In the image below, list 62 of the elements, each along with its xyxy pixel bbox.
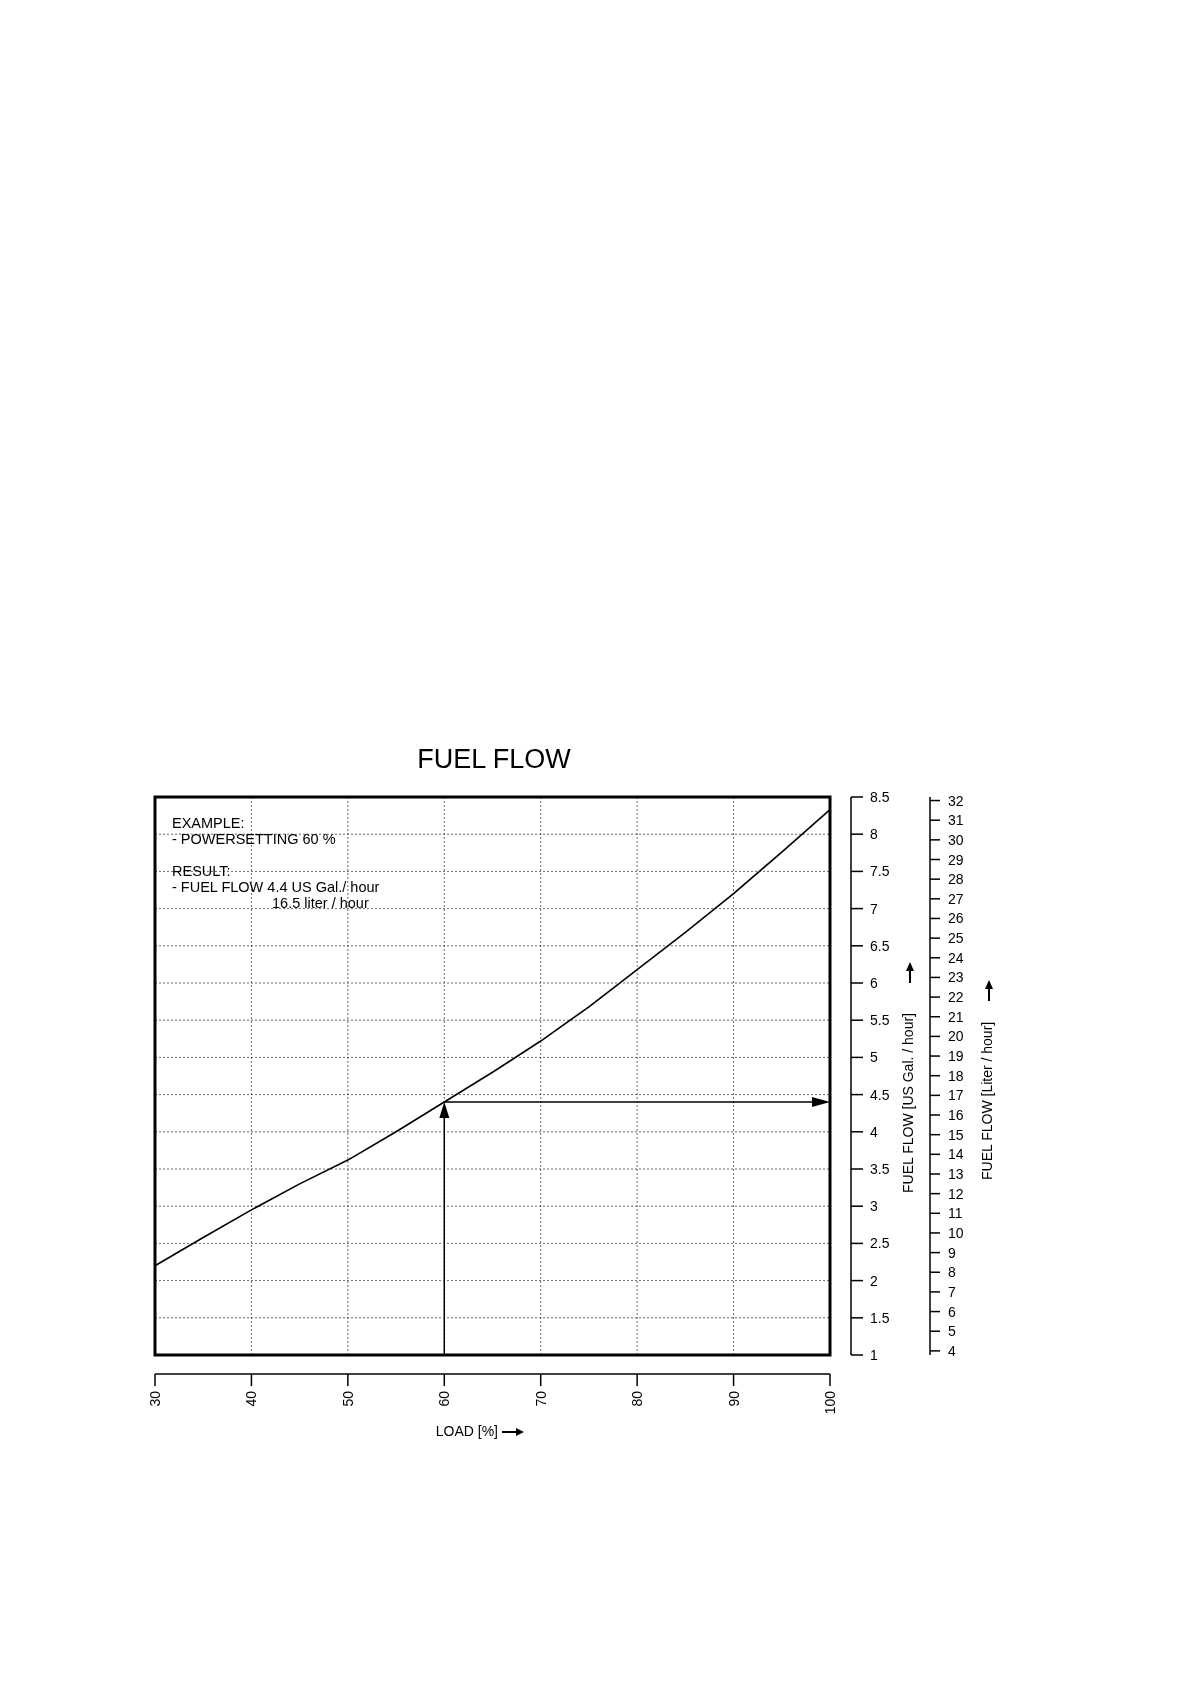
y2-tick-label: 9	[948, 1244, 956, 1261]
x-tick-label: 60	[436, 1390, 453, 1407]
y2-tick-label: 19	[948, 1048, 964, 1065]
y-tick-label: 2.5	[870, 1235, 890, 1252]
y2-tick-label: 30	[948, 831, 964, 848]
y-tick-label: 4.5	[870, 1086, 890, 1103]
y2-tick-label: 10	[948, 1224, 964, 1241]
y-tick-label: 8.5	[870, 789, 890, 805]
x-tick-label: 100	[822, 1390, 838, 1415]
y-tick-label: 6.5	[870, 937, 890, 954]
y-tick-label: 7.5	[870, 863, 890, 880]
y2-tick-label: 29	[948, 851, 964, 868]
y2-tick-label: 17	[948, 1087, 964, 1104]
x-tick-label: 90	[725, 1390, 742, 1407]
y2-tick-label: 28	[948, 871, 964, 888]
y-tick-label: 4	[870, 1123, 878, 1140]
y2-tick-label: 23	[948, 969, 964, 986]
y2-tick-label: 18	[948, 1067, 964, 1084]
y2-tick-label: 5	[948, 1323, 956, 1340]
y2-tick-label: 13	[948, 1165, 964, 1182]
y2-tick-label: 25	[948, 930, 964, 947]
x-tick-label: 80	[629, 1390, 646, 1407]
y2-tick-label: 16	[948, 1107, 964, 1124]
x-tick-label: 50	[339, 1390, 356, 1407]
x-tick-label: 70	[532, 1390, 549, 1407]
annotation: - FUEL FLOW 4.4 US Gal./ hour	[172, 879, 380, 895]
y-tick-label: 3.5	[870, 1161, 890, 1177]
y-tick-label: 1.5	[870, 1309, 890, 1326]
y-axis-title: FUEL FLOW [US Gal. / hour]	[900, 1013, 916, 1193]
chart-title: FUEL FLOW	[417, 744, 572, 774]
y-tick-label: 7	[870, 900, 878, 917]
y2-tick-label: 27	[948, 890, 964, 907]
y-tick-label: 6	[870, 975, 878, 991]
x-axis-title: LOAD [%]	[435, 1423, 498, 1439]
y2-tick-label: 21	[948, 1008, 964, 1025]
y-tick-label: 5.5	[870, 1012, 890, 1029]
y2-tick-label: 31	[948, 812, 964, 829]
annotation: - POWERSETTING 60 %	[172, 831, 336, 847]
y2-tick-label: 26	[948, 910, 964, 927]
y2-tick-label: 14	[948, 1146, 964, 1163]
y2-tick-label: 12	[948, 1185, 964, 1202]
y2-tick-label: 32	[948, 792, 964, 809]
y2-tick-label: 22	[948, 989, 964, 1006]
x-tick-label: 40	[243, 1390, 260, 1407]
y2-axis-title: FUEL FLOW [Liter / hour]	[979, 1021, 995, 1180]
y-tick-label: 2	[870, 1272, 878, 1289]
y2-tick-label: 8	[948, 1264, 956, 1281]
y-tick-label: 3	[870, 1198, 878, 1215]
y2-tick-label: 4	[948, 1342, 956, 1359]
y2-tick-label: 6	[948, 1303, 956, 1320]
x-tick-label: 30	[147, 1390, 163, 1407]
y-tick-label: 1	[870, 1347, 878, 1363]
y2-tick-label: 15	[948, 1126, 964, 1143]
y2-tick-label: 11	[948, 1205, 963, 1222]
y2-tick-label: 7	[948, 1283, 956, 1300]
y2-tick-label: 20	[948, 1028, 964, 1045]
y-tick-label: 5	[870, 1049, 878, 1066]
y2-tick-label: 24	[948, 949, 964, 966]
annotation: 16.5 liter / hour	[272, 895, 369, 911]
y-tick-label: 8	[870, 826, 878, 843]
annotation: EXAMPLE:	[172, 815, 245, 831]
annotation: RESULT:	[172, 863, 231, 879]
